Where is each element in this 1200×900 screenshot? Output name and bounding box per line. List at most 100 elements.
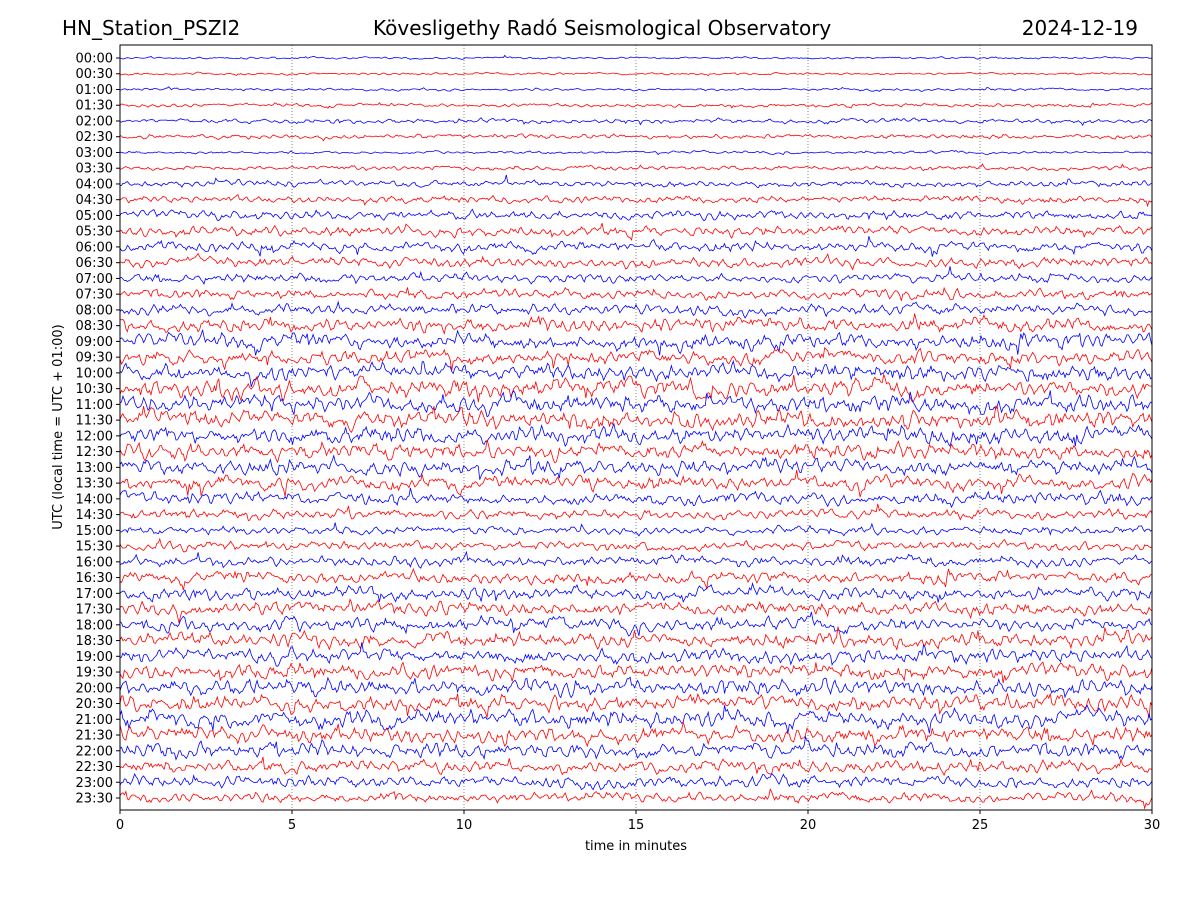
- x-tick-label: 15: [628, 818, 645, 833]
- trace-2130: [119, 720, 1153, 748]
- station-label: HN_Station_PSZI2: [62, 16, 241, 40]
- trace-1230: [119, 439, 1153, 464]
- y-tick-label: 11:00: [76, 398, 113, 413]
- trace-2200: [119, 735, 1153, 761]
- trace-0600: [119, 236, 1153, 257]
- y-tick-label: 20:00: [76, 681, 113, 696]
- y-tick-label: 12:30: [76, 445, 113, 460]
- y-tick-label: 09:00: [76, 335, 113, 350]
- y-tick-label: 14:00: [76, 492, 113, 507]
- trace-1430: [119, 503, 1153, 521]
- trace-0900: [119, 329, 1153, 356]
- y-tick-label: 11:30: [76, 414, 113, 429]
- trace-0730: [119, 286, 1153, 301]
- trace-0830: [119, 313, 1153, 335]
- trace-0530: [119, 222, 1153, 241]
- y-tick-label: 20:30: [76, 697, 113, 712]
- y-tick-label: 00:30: [76, 67, 113, 82]
- y-tick-label: 09:30: [76, 351, 113, 366]
- y-tick-label: 13:00: [76, 461, 113, 476]
- y-tick-label: 13:30: [76, 477, 113, 492]
- y-tick-label: 19:30: [76, 666, 113, 681]
- y-tick-label: 03:30: [76, 162, 113, 177]
- trace-1130: [119, 405, 1153, 434]
- y-tick-label: 15:30: [76, 540, 113, 555]
- trace-0200: [119, 117, 1153, 127]
- y-tick-label: 03:00: [76, 146, 113, 161]
- y-tick-label: 21:30: [76, 729, 113, 744]
- trace-1030: [119, 373, 1153, 403]
- trace-0230: [119, 133, 1153, 142]
- trace-1200: [119, 422, 1153, 447]
- trace-0800: [119, 300, 1153, 319]
- x-tick-label: 0: [116, 818, 124, 833]
- y-tick-label: 16:30: [76, 571, 113, 586]
- y-tick-label: 05:00: [76, 209, 113, 224]
- y-tick-label: 17:00: [76, 587, 113, 602]
- trace-0100: [119, 86, 1153, 92]
- y-ticks: 00:0000:3001:0001:3002:0002:3003:0003:30…: [76, 52, 120, 807]
- trace-1100: [119, 390, 1153, 418]
- trace-1900: [119, 642, 1153, 667]
- trace-1830: [119, 626, 1153, 651]
- y-tick-label: 08:00: [76, 303, 113, 318]
- y-tick-label: 08:30: [76, 319, 113, 334]
- y-axis-label: UTC (local time = UTC + 01:00): [51, 324, 66, 529]
- y-tick-label: 02:00: [76, 114, 113, 129]
- trace-1930: [119, 661, 1153, 684]
- y-tick-label: 21:00: [76, 713, 113, 728]
- trace-0630: [119, 252, 1153, 271]
- y-tick-label: 10:00: [76, 366, 113, 381]
- y-tick-label: 14:30: [76, 508, 113, 523]
- y-tick-label: 19:00: [76, 650, 113, 665]
- trace-1700: [119, 581, 1153, 603]
- trace-0000: [119, 54, 1153, 60]
- chart-title: Kövesligethy Radó Seismological Observat…: [373, 16, 832, 40]
- trace-0300: [119, 149, 1153, 156]
- y-tick-label: 22:30: [76, 760, 113, 775]
- trace-1330: [119, 469, 1153, 498]
- traces: [119, 54, 1153, 810]
- trace-0400: [119, 174, 1153, 189]
- y-tick-label: 22:00: [76, 744, 113, 759]
- y-tick-label: 02:30: [76, 130, 113, 145]
- y-tick-label: 06:00: [76, 240, 113, 255]
- trace-1000: [119, 359, 1153, 388]
- y-tick-label: 01:00: [76, 83, 113, 98]
- trace-2300: [119, 772, 1153, 791]
- y-tick-label: 06:30: [76, 256, 113, 271]
- x-axis-label: time in minutes: [585, 839, 687, 854]
- date-label: 2024-12-19: [1021, 16, 1138, 40]
- trace-0930: [119, 346, 1153, 371]
- trace-0130: [119, 102, 1153, 109]
- x-tick-label: 5: [288, 818, 296, 833]
- y-tick-label: 15:00: [76, 524, 113, 539]
- y-tick-label: 07:30: [76, 288, 113, 303]
- y-tick-label: 18:00: [76, 618, 113, 633]
- trace-1600: [119, 550, 1153, 569]
- trace-1300: [119, 454, 1153, 480]
- trace-0430: [119, 193, 1153, 208]
- trace-2030: [119, 692, 1153, 718]
- trace-1400: [119, 487, 1153, 509]
- trace-1500: [119, 522, 1153, 537]
- y-tick-label: 12:00: [76, 429, 113, 444]
- y-tick-label: 17:30: [76, 603, 113, 618]
- trace-1530: [119, 537, 1153, 553]
- y-tick-label: 00:00: [76, 52, 113, 67]
- trace-0030: [119, 71, 1152, 77]
- trace-2330: [119, 788, 1153, 810]
- y-tick-label: 04:30: [76, 193, 113, 208]
- trace-1730: [119, 598, 1153, 624]
- y-tick-label: 01:30: [76, 99, 113, 114]
- trace-0330: [119, 163, 1153, 172]
- x-tick-label: 25: [972, 818, 989, 833]
- y-tick-label: 23:00: [76, 776, 113, 791]
- trace-0700: [119, 266, 1153, 286]
- trace-2230: [119, 756, 1153, 777]
- trace-1630: [119, 567, 1153, 591]
- trace-1800: [119, 611, 1153, 637]
- x-tick-label: 20: [800, 818, 817, 833]
- grid: [291, 45, 981, 810]
